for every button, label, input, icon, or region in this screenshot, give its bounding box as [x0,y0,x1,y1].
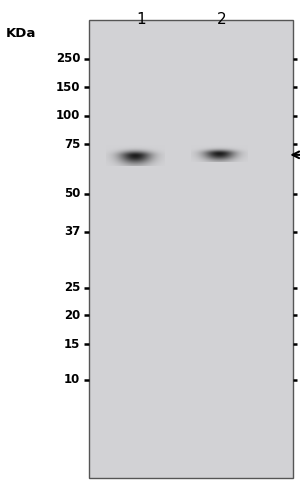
Text: 20: 20 [64,309,80,322]
Text: 10: 10 [64,373,80,386]
Text: 25: 25 [64,282,80,294]
Text: KDa: KDa [6,27,36,40]
Text: 2: 2 [217,12,227,27]
Text: 15: 15 [64,338,80,351]
Bar [88,20,292,478]
Text: 150: 150 [56,81,80,94]
Text: 50: 50 [64,187,80,201]
Text: 75: 75 [64,138,80,151]
Text: 37: 37 [64,225,80,239]
Text: 100: 100 [56,109,80,122]
Text: 1: 1 [136,12,146,27]
Text: 250: 250 [56,52,80,65]
